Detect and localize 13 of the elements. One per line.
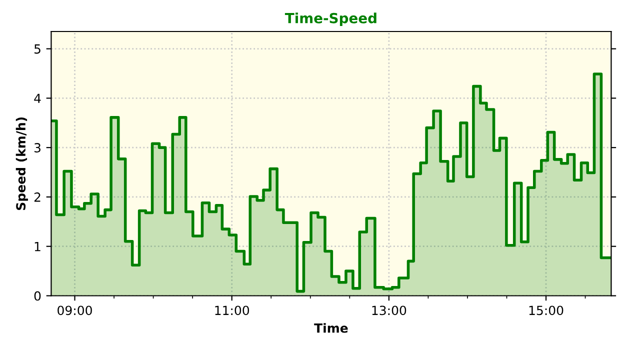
y-tick-label: 4 [34, 94, 41, 103]
y-tick-label: 0 [34, 291, 41, 301]
x-tick-label: 13:00 [372, 306, 406, 316]
x-tick-label: 11:00 [215, 306, 250, 316]
x-tick-label: 09:00 [58, 306, 92, 316]
y-tick-label: 5 [34, 44, 40, 54]
y-tick-label: 3 [34, 143, 40, 152]
x-axis-title: Time [314, 323, 348, 333]
x-tick-label: 15:00 [529, 306, 564, 316]
y-axis-title: Speed (km/h) [16, 117, 28, 210]
y-tick-label: 2 [34, 192, 40, 202]
y-tick-label: 1 [34, 242, 40, 252]
chart-title: Time-Speed [284, 12, 376, 26]
